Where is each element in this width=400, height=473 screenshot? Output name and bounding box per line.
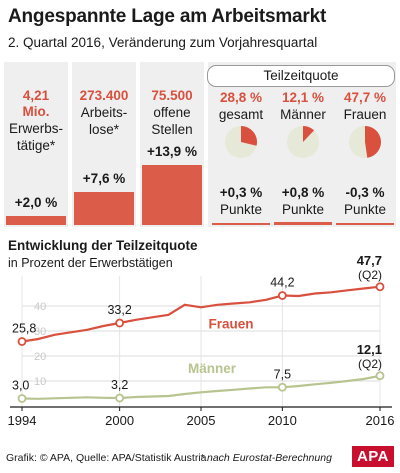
teilzeit-change-unit: Punkte (281, 202, 325, 217)
stat-label: Arbeits- (80, 105, 128, 120)
teilzeit-value: 12,1 % (281, 90, 325, 105)
change-label: +7,6 % (82, 171, 126, 187)
teilzeit-pies (225, 126, 381, 158)
data-point (115, 393, 125, 403)
data-label: 33,2 (107, 303, 131, 317)
data-label: 44,2 (270, 276, 294, 290)
x-tick-label: 2005 (187, 413, 216, 428)
stat-value: 4,21 (22, 88, 50, 103)
footer-credit: Grafik: © APA, Quelle: APA/Statistik Aus… (6, 452, 207, 464)
stat-panel-0 (4, 62, 68, 227)
apa-logo: APA (351, 446, 394, 467)
end-point (375, 371, 385, 381)
stat-value: 273.400 (79, 88, 129, 103)
series-name-label: Frauen (208, 316, 253, 331)
change-label: +13,9 % (147, 144, 197, 160)
y-tick-label: 20 (34, 351, 46, 363)
stat-label: offene (153, 105, 191, 120)
series-line-maenner (21, 374, 381, 400)
chart-title: Angespannte Lage am Arbeitsmarkt (8, 6, 327, 27)
teilzeit-label: Frauen (343, 107, 387, 122)
x-tick-label: 1994 (8, 413, 37, 428)
end-sub-label: (Q2) (358, 357, 382, 371)
stat-value-unit: Mio. (22, 104, 50, 119)
teilzeit-header: Teilzeitquote (207, 65, 395, 87)
data-label: 7,5 (274, 367, 291, 381)
line-chart-title: Entwicklung der Teilzeitquote (8, 238, 198, 253)
teilzeit-change: -0,3 % (345, 185, 385, 200)
stat-label: Erwerbs- (8, 121, 63, 136)
teilzeit-change: +0,8 % (281, 185, 325, 200)
x-tick-label: 2000 (105, 413, 134, 428)
teilzeit-change-unit: Punkte (219, 202, 263, 217)
teilzeit-label: Männer (280, 107, 326, 122)
data-point (115, 318, 125, 328)
teilzeit-change-unit: Punkte (343, 202, 387, 217)
teilzeit-label: gesamt (218, 107, 264, 122)
teilzeit-value: 47,7 % (343, 90, 387, 105)
footer-note: * nach Eurostat-Berechnung (200, 452, 332, 464)
chart-subtitle: 2. Quartal 2016, Veränderung zum Vorjahr… (8, 35, 318, 50)
stat-offene-stellen: 75.500 offene Stellen (140, 62, 204, 227)
pie-gesamt (225, 126, 258, 158)
y-tick-label: 30 (34, 326, 46, 338)
x-tick-label: 2010 (268, 413, 297, 428)
line-chart-subtitle: in Prozent der Erwerbstätigen (8, 256, 173, 270)
y-tick-label: 10 (34, 376, 46, 388)
stat-arbeitslose: 273.400 Arbeits- lose* (72, 62, 136, 227)
teilzeit-change-bar-frauen (336, 223, 394, 225)
change-label: +2,0 % (14, 195, 58, 211)
series-line-frauen (21, 285, 381, 343)
change-bar-offene-stellen (142, 165, 202, 225)
pie-slice (365, 126, 381, 158)
stat-value: 75.500 (151, 88, 193, 103)
x-tick-label: 2016 (366, 413, 395, 428)
data-point (277, 382, 287, 392)
end-value-label: 12,1 (357, 342, 382, 357)
data-label: 25,8 (12, 322, 36, 336)
change-bar-arbeitslose (74, 192, 134, 225)
end-sub-label: (Q2) (358, 268, 382, 282)
stat-erwerbstaetige: 4,21 Mio. Erwerbs- tätige* (4, 62, 68, 227)
teilzeit-value: 28,8 % (219, 90, 263, 105)
teilzeit-gesamt: 28,8 % gesamt (210, 62, 272, 227)
pie-slice (241, 126, 258, 146)
y-tick-label: 40 (34, 301, 46, 313)
stat-label: lose* (88, 122, 120, 137)
teilzeit-maenner: 12,1 % Männer (272, 62, 334, 227)
stat-label: tätige* (16, 138, 56, 153)
pie-frauen (349, 126, 381, 158)
end-point (375, 282, 385, 292)
teilzeit-frauen: 47,7 % Frauen (334, 62, 396, 227)
change-bar-erwerbstaetige (6, 216, 66, 225)
teilzeit-change-bar-gesamt (212, 223, 270, 225)
series-name-label: Männer (188, 361, 237, 376)
pie-maenner (287, 126, 319, 158)
data-label: 3,0 (12, 379, 29, 393)
teilzeit-change-bar-maenner (274, 221, 332, 225)
data-point (277, 291, 287, 300)
stat-label: Stellen (151, 122, 193, 137)
data-point (17, 394, 27, 403)
data-label: 3,2 (111, 378, 128, 392)
data-point (17, 337, 27, 346)
teilzeit-change: +0,3 % (219, 185, 263, 200)
line-chart: Entwicklung der Teilzeitquote in Prozent… (8, 238, 395, 428)
pie-slice (303, 126, 315, 142)
end-value-label: 47,7 (357, 253, 382, 268)
